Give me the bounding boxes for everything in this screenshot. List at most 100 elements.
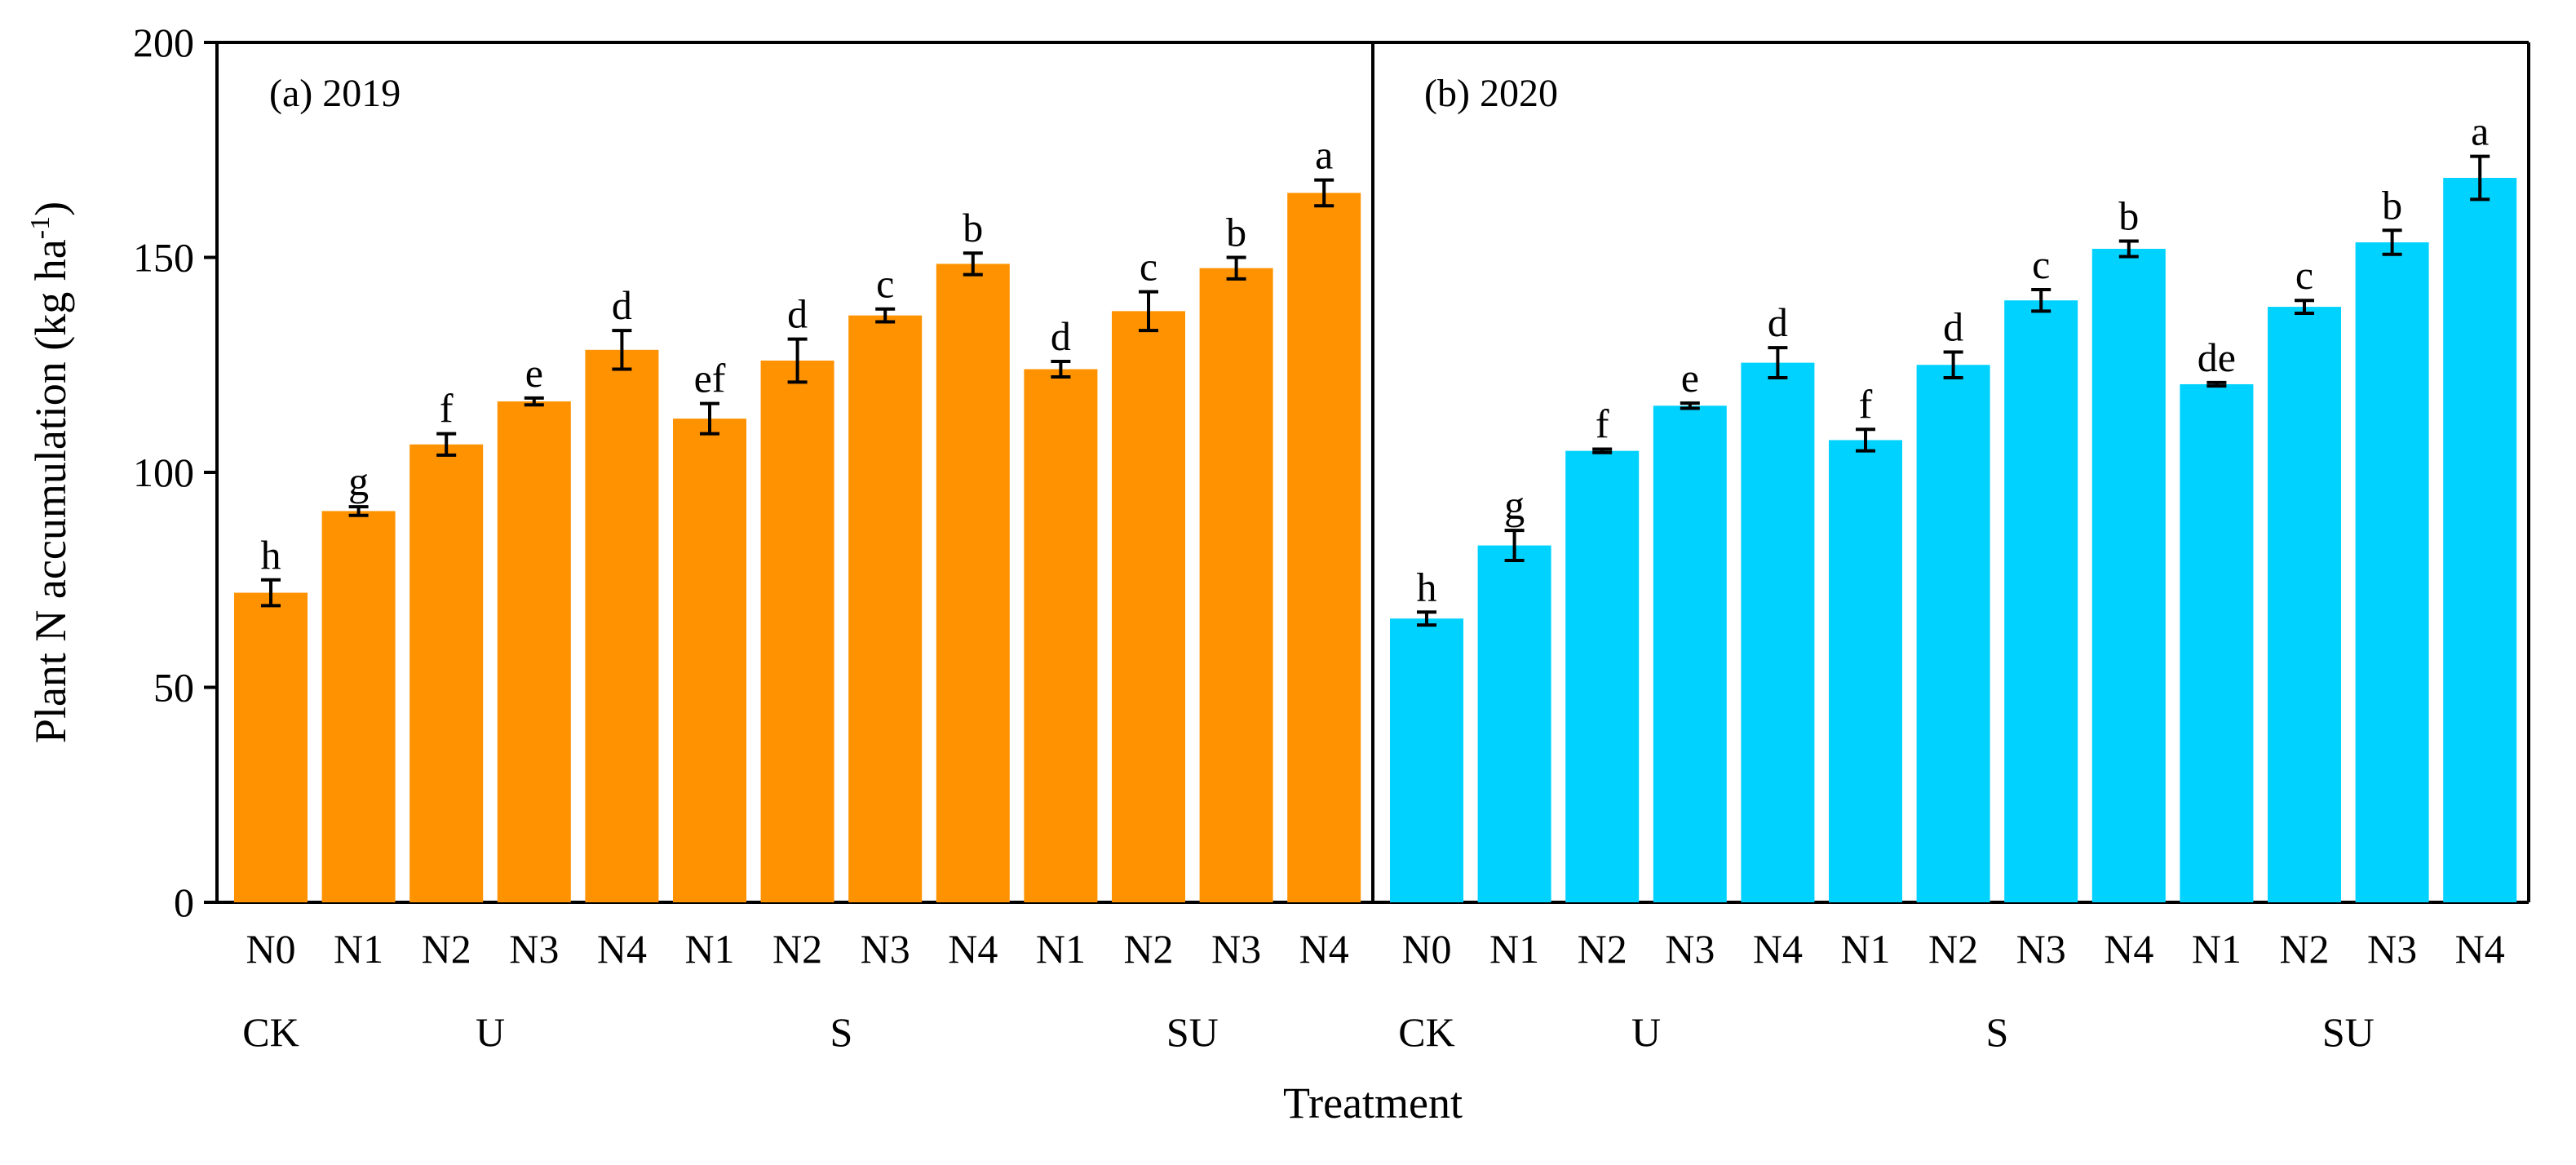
significance-letter: d: [1051, 313, 1071, 359]
significance-letter: b: [2382, 182, 2402, 228]
bar: [1477, 545, 1551, 902]
bar: [1916, 365, 1990, 902]
x-tick-label: N4: [2455, 926, 2505, 972]
x-axis-tick-labels: N0 N1 N2 N3 N4 N1 N2 N3 N4 N1 N2 N3 N4 N0 N1 N2 N3 N4 N1 N2…: [246, 926, 2504, 972]
bar: [2268, 307, 2341, 903]
significance-letters: h g f e d ef d c b d c b a h g f e d f d c b de c b a: [261, 109, 2490, 610]
y-tick-label: 100: [133, 450, 194, 495]
x-tick-label: N4: [948, 926, 998, 972]
significance-letter: b: [963, 205, 983, 250]
x-tick-label: N1: [334, 926, 383, 972]
group-label: U: [476, 1009, 505, 1055]
x-tick-label: N2: [422, 926, 471, 972]
panel-title-2020: (b) 2020: [1424, 72, 1558, 115]
y-tick-label: 200: [133, 20, 194, 65]
bar: [2355, 242, 2429, 902]
significance-letter: g: [1504, 482, 1525, 528]
x-tick-label: N1: [684, 926, 734, 972]
y-axis-title: Plant N accumulation (kg ha-1): [25, 202, 75, 743]
x-axis-group-labels: CK U S SU CK U S SU: [242, 1009, 2374, 1055]
y-tick-label: 0: [174, 879, 194, 925]
significance-letter: a: [2471, 109, 2489, 154]
x-tick-label: N2: [1928, 926, 1978, 972]
significance-letter: f: [440, 386, 454, 432]
y-axis-ticks: 0 50 100 150 200: [133, 20, 217, 925]
significance-letter: c: [2032, 241, 2050, 287]
significance-letter: d: [612, 282, 632, 328]
significance-letter: d: [1943, 303, 1963, 349]
bar: [760, 360, 834, 903]
significance-letter: de: [2198, 334, 2236, 380]
bar: [2443, 178, 2517, 902]
group-label: CK: [1398, 1009, 1454, 1055]
significance-letter: h: [1417, 564, 1437, 609]
bar: [409, 444, 484, 902]
panel-title-2019: (a) 2019: [269, 72, 401, 115]
significance-letter: d: [787, 291, 808, 337]
x-tick-label: N2: [2279, 926, 2329, 972]
y-axis-title-end: ): [26, 202, 75, 216]
bar: [1390, 618, 1463, 902]
significance-letter: h: [261, 532, 281, 578]
x-axis-title: Treatment: [1283, 1079, 1463, 1127]
x-tick-label: N1: [1489, 926, 1539, 972]
bar: [1829, 440, 1902, 902]
significance-letter: c: [1140, 244, 1157, 290]
significance-letter: f: [1859, 381, 1873, 427]
bar: [2180, 383, 2254, 903]
bar: [1653, 405, 1727, 902]
x-tick-label: N3: [861, 926, 910, 972]
x-tick-label: N2: [772, 926, 822, 972]
bar: [1565, 450, 1640, 902]
y-axis-title-sup: -1: [25, 216, 55, 239]
significance-letter: b: [2118, 193, 2139, 238]
bar: [497, 401, 571, 902]
bar: [1741, 362, 1815, 902]
significance-letter: ef: [694, 356, 726, 401]
group-label: SU: [2322, 1009, 2375, 1055]
bar: [321, 511, 396, 902]
bar: [848, 315, 923, 902]
y-axis-title-main: Plant N accumulation (kg ha: [26, 239, 75, 743]
group-label: SU: [1166, 1009, 1219, 1055]
bar: [1199, 268, 1273, 902]
significance-letter: e: [1681, 355, 1699, 401]
bar: [1024, 369, 1098, 902]
bar: [936, 264, 1010, 902]
bars: [234, 178, 2517, 903]
group-label: CK: [242, 1009, 299, 1055]
x-tick-label: N0: [246, 926, 295, 972]
x-tick-label: N2: [1123, 926, 1173, 972]
x-tick-label: N3: [1665, 926, 1715, 972]
y-tick-label: 150: [133, 235, 194, 281]
significance-letter: b: [1226, 210, 1246, 255]
x-tick-label: N3: [2016, 926, 2066, 972]
bar: [585, 349, 659, 902]
significance-letter: c: [876, 261, 894, 307]
significance-letter: a: [1315, 132, 1333, 178]
significance-letter: d: [1768, 299, 1788, 345]
x-tick-label: N4: [597, 926, 647, 972]
group-label: U: [1631, 1009, 1661, 1055]
group-label: S: [830, 1009, 852, 1055]
bar: [234, 592, 308, 902]
significance-letter: g: [348, 458, 369, 504]
significance-letter: c: [2295, 252, 2313, 298]
x-tick-label: N3: [509, 926, 559, 972]
x-tick-label: N1: [1840, 926, 1890, 972]
x-tick-label: N1: [1036, 926, 1086, 972]
x-tick-label: N4: [1753, 926, 1803, 972]
bar: [2091, 248, 2166, 903]
significance-letter: f: [1596, 401, 1609, 447]
group-label: S: [1985, 1009, 2008, 1055]
x-tick-label: N1: [2192, 926, 2242, 972]
error-bars: [261, 154, 2490, 627]
y-tick-label: 50: [153, 665, 194, 711]
x-tick-label: N0: [1401, 926, 1451, 972]
bar: [2004, 300, 2078, 902]
bar: [1287, 193, 1361, 902]
bar: [673, 419, 746, 902]
x-tick-label: N3: [2367, 926, 2417, 972]
x-tick-label: N3: [1211, 926, 1261, 972]
